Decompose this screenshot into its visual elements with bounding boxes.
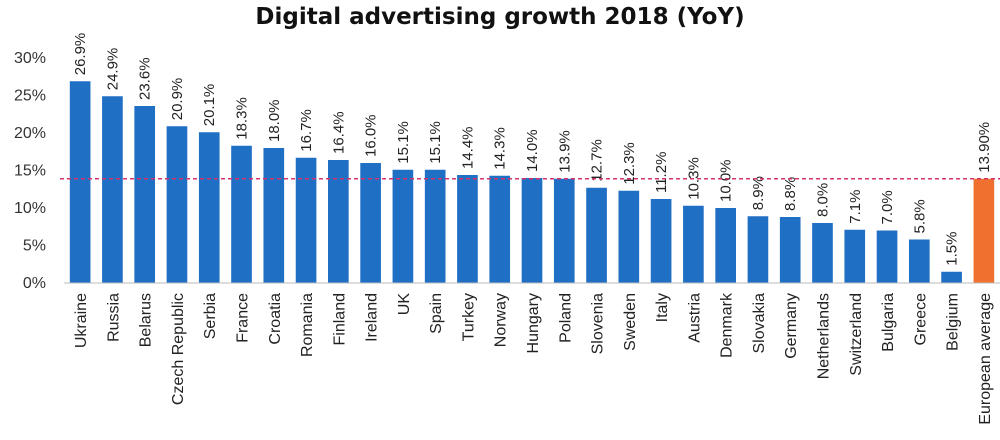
y-tick-label: 30%	[14, 50, 46, 67]
x-category-label: Hungary	[525, 293, 542, 353]
bar	[618, 190, 640, 283]
y-tick-label: 5%	[23, 238, 46, 255]
bar	[134, 106, 156, 283]
bar	[392, 169, 414, 283]
x-category-label: Netherlands	[815, 293, 832, 379]
data-label: 18.3%	[234, 97, 251, 140]
x-category-label: Spain	[428, 293, 445, 334]
bar	[295, 157, 317, 283]
bar	[586, 187, 607, 283]
x-category-label: Sweden	[622, 293, 639, 351]
bar	[489, 175, 511, 283]
x-category-label: Croatia	[267, 293, 284, 345]
data-label: 8.9%	[750, 176, 767, 210]
x-category-label: Norway	[493, 293, 510, 347]
x-category-label: Russia	[105, 293, 122, 342]
x-category-label: Bulgaria	[880, 293, 897, 352]
x-category-label: Czech Republic	[170, 293, 187, 405]
bar	[198, 132, 220, 283]
data-label: 12.7%	[589, 139, 606, 182]
data-label: 8.8%	[782, 177, 799, 211]
x-category-label: Serbia	[202, 293, 219, 339]
bar	[683, 205, 704, 283]
data-label: 15.1%	[395, 121, 412, 164]
bar	[747, 216, 769, 283]
bar	[844, 229, 866, 283]
bar	[263, 148, 285, 283]
data-label: 13.90%	[976, 122, 993, 173]
x-category-label: Belgium	[945, 293, 962, 351]
data-label: 24.9%	[104, 48, 121, 91]
bar	[779, 217, 801, 283]
x-category-label: Greece	[912, 293, 929, 346]
bar	[69, 81, 91, 283]
bar	[650, 199, 672, 283]
x-category-label: Italy	[654, 293, 671, 322]
data-label: 7.1%	[847, 190, 864, 224]
x-category-label: Poland	[557, 293, 574, 343]
bar	[521, 178, 543, 283]
x-category-label: Denmark	[719, 292, 736, 358]
bar	[102, 96, 123, 283]
bar	[231, 145, 252, 283]
data-label: 8.0%	[814, 183, 831, 217]
data-label: 26.9%	[72, 33, 89, 76]
data-label: 20.9%	[169, 78, 186, 121]
data-label: 11.2%	[653, 152, 670, 193]
data-label: 13.9%	[556, 130, 573, 173]
data-label: 16.0%	[363, 114, 380, 157]
x-category-label: Slovenia	[590, 293, 607, 354]
x-category-label: UK	[396, 293, 413, 316]
x-category-label: European average	[977, 293, 994, 425]
x-category-label: Germany	[783, 293, 800, 359]
data-label: 14.3%	[492, 127, 509, 170]
y-tick-label: 10%	[14, 200, 46, 217]
data-label: 14.0%	[524, 129, 541, 172]
data-label: 1.5%	[944, 232, 961, 266]
x-category-label: Romania	[299, 293, 316, 357]
bar	[360, 163, 381, 283]
data-label: 14.4%	[459, 126, 476, 169]
bar	[553, 178, 575, 283]
y-tick-label: 0%	[23, 275, 46, 292]
data-label: 5.8%	[911, 199, 928, 233]
chart-title: Digital advertising growth 2018 (YoY)	[255, 4, 745, 30]
data-label: 16.4%	[330, 111, 347, 154]
x-category-label: Ireland	[364, 293, 381, 342]
bar	[941, 271, 962, 283]
bar	[908, 239, 930, 283]
x-category-label: Ukraine	[73, 293, 90, 348]
bar	[424, 169, 446, 283]
bar	[715, 208, 736, 283]
x-category-label: Switzerland	[848, 293, 865, 376]
data-label: 16.7%	[298, 109, 315, 152]
data-label: 15.1%	[427, 121, 444, 164]
y-tick-label: 25%	[14, 88, 46, 105]
data-label: 23.6%	[137, 57, 154, 100]
y-tick-label: 15%	[14, 163, 46, 180]
data-label: 7.0%	[879, 190, 896, 224]
x-category-label: Finland	[331, 293, 348, 345]
x-category-label: Slovakia	[751, 293, 768, 354]
data-label: 20.1%	[201, 84, 218, 127]
x-category-label: Belarus	[138, 293, 155, 347]
data-label: 10.0%	[718, 159, 735, 202]
data-label: 18.0%	[266, 99, 283, 142]
bar	[457, 175, 478, 283]
bar	[166, 126, 188, 283]
bar	[812, 223, 833, 283]
x-category-label: France	[235, 293, 252, 343]
x-category-label: Austria	[686, 293, 703, 343]
bar	[876, 230, 898, 283]
bar	[973, 178, 995, 283]
bar	[328, 160, 349, 283]
data-label: 12.3%	[621, 142, 638, 185]
y-tick-label: 20%	[14, 125, 46, 142]
x-category-label: Turkey	[460, 293, 477, 341]
